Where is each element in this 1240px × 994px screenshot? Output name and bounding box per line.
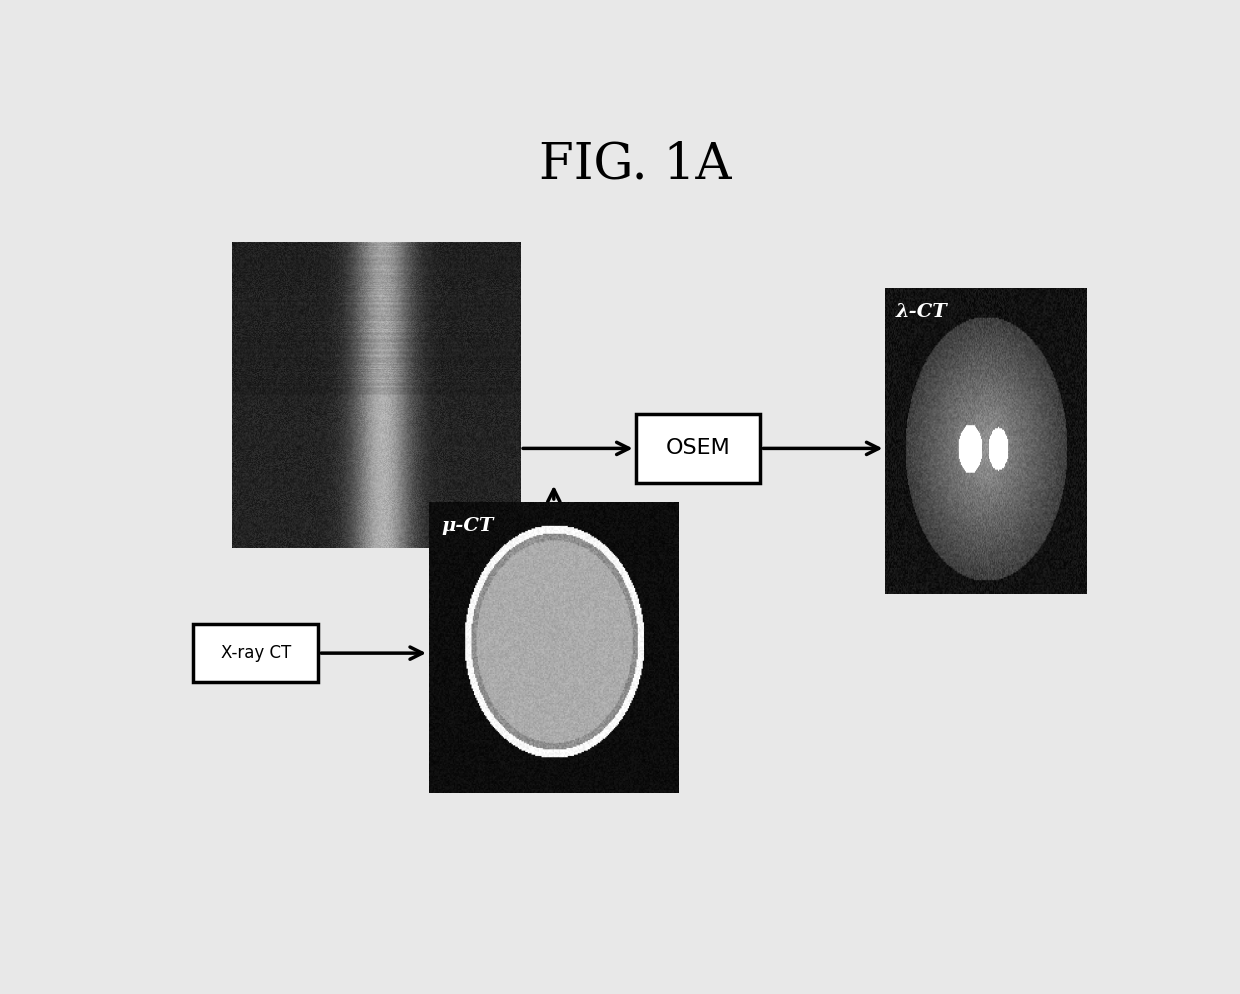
FancyBboxPatch shape [193,624,319,682]
FancyBboxPatch shape [635,414,760,483]
Text: OSEM: OSEM [666,438,730,458]
Text: X-ray CT: X-ray CT [221,644,291,662]
Text: FIG. 1A: FIG. 1A [539,140,732,190]
